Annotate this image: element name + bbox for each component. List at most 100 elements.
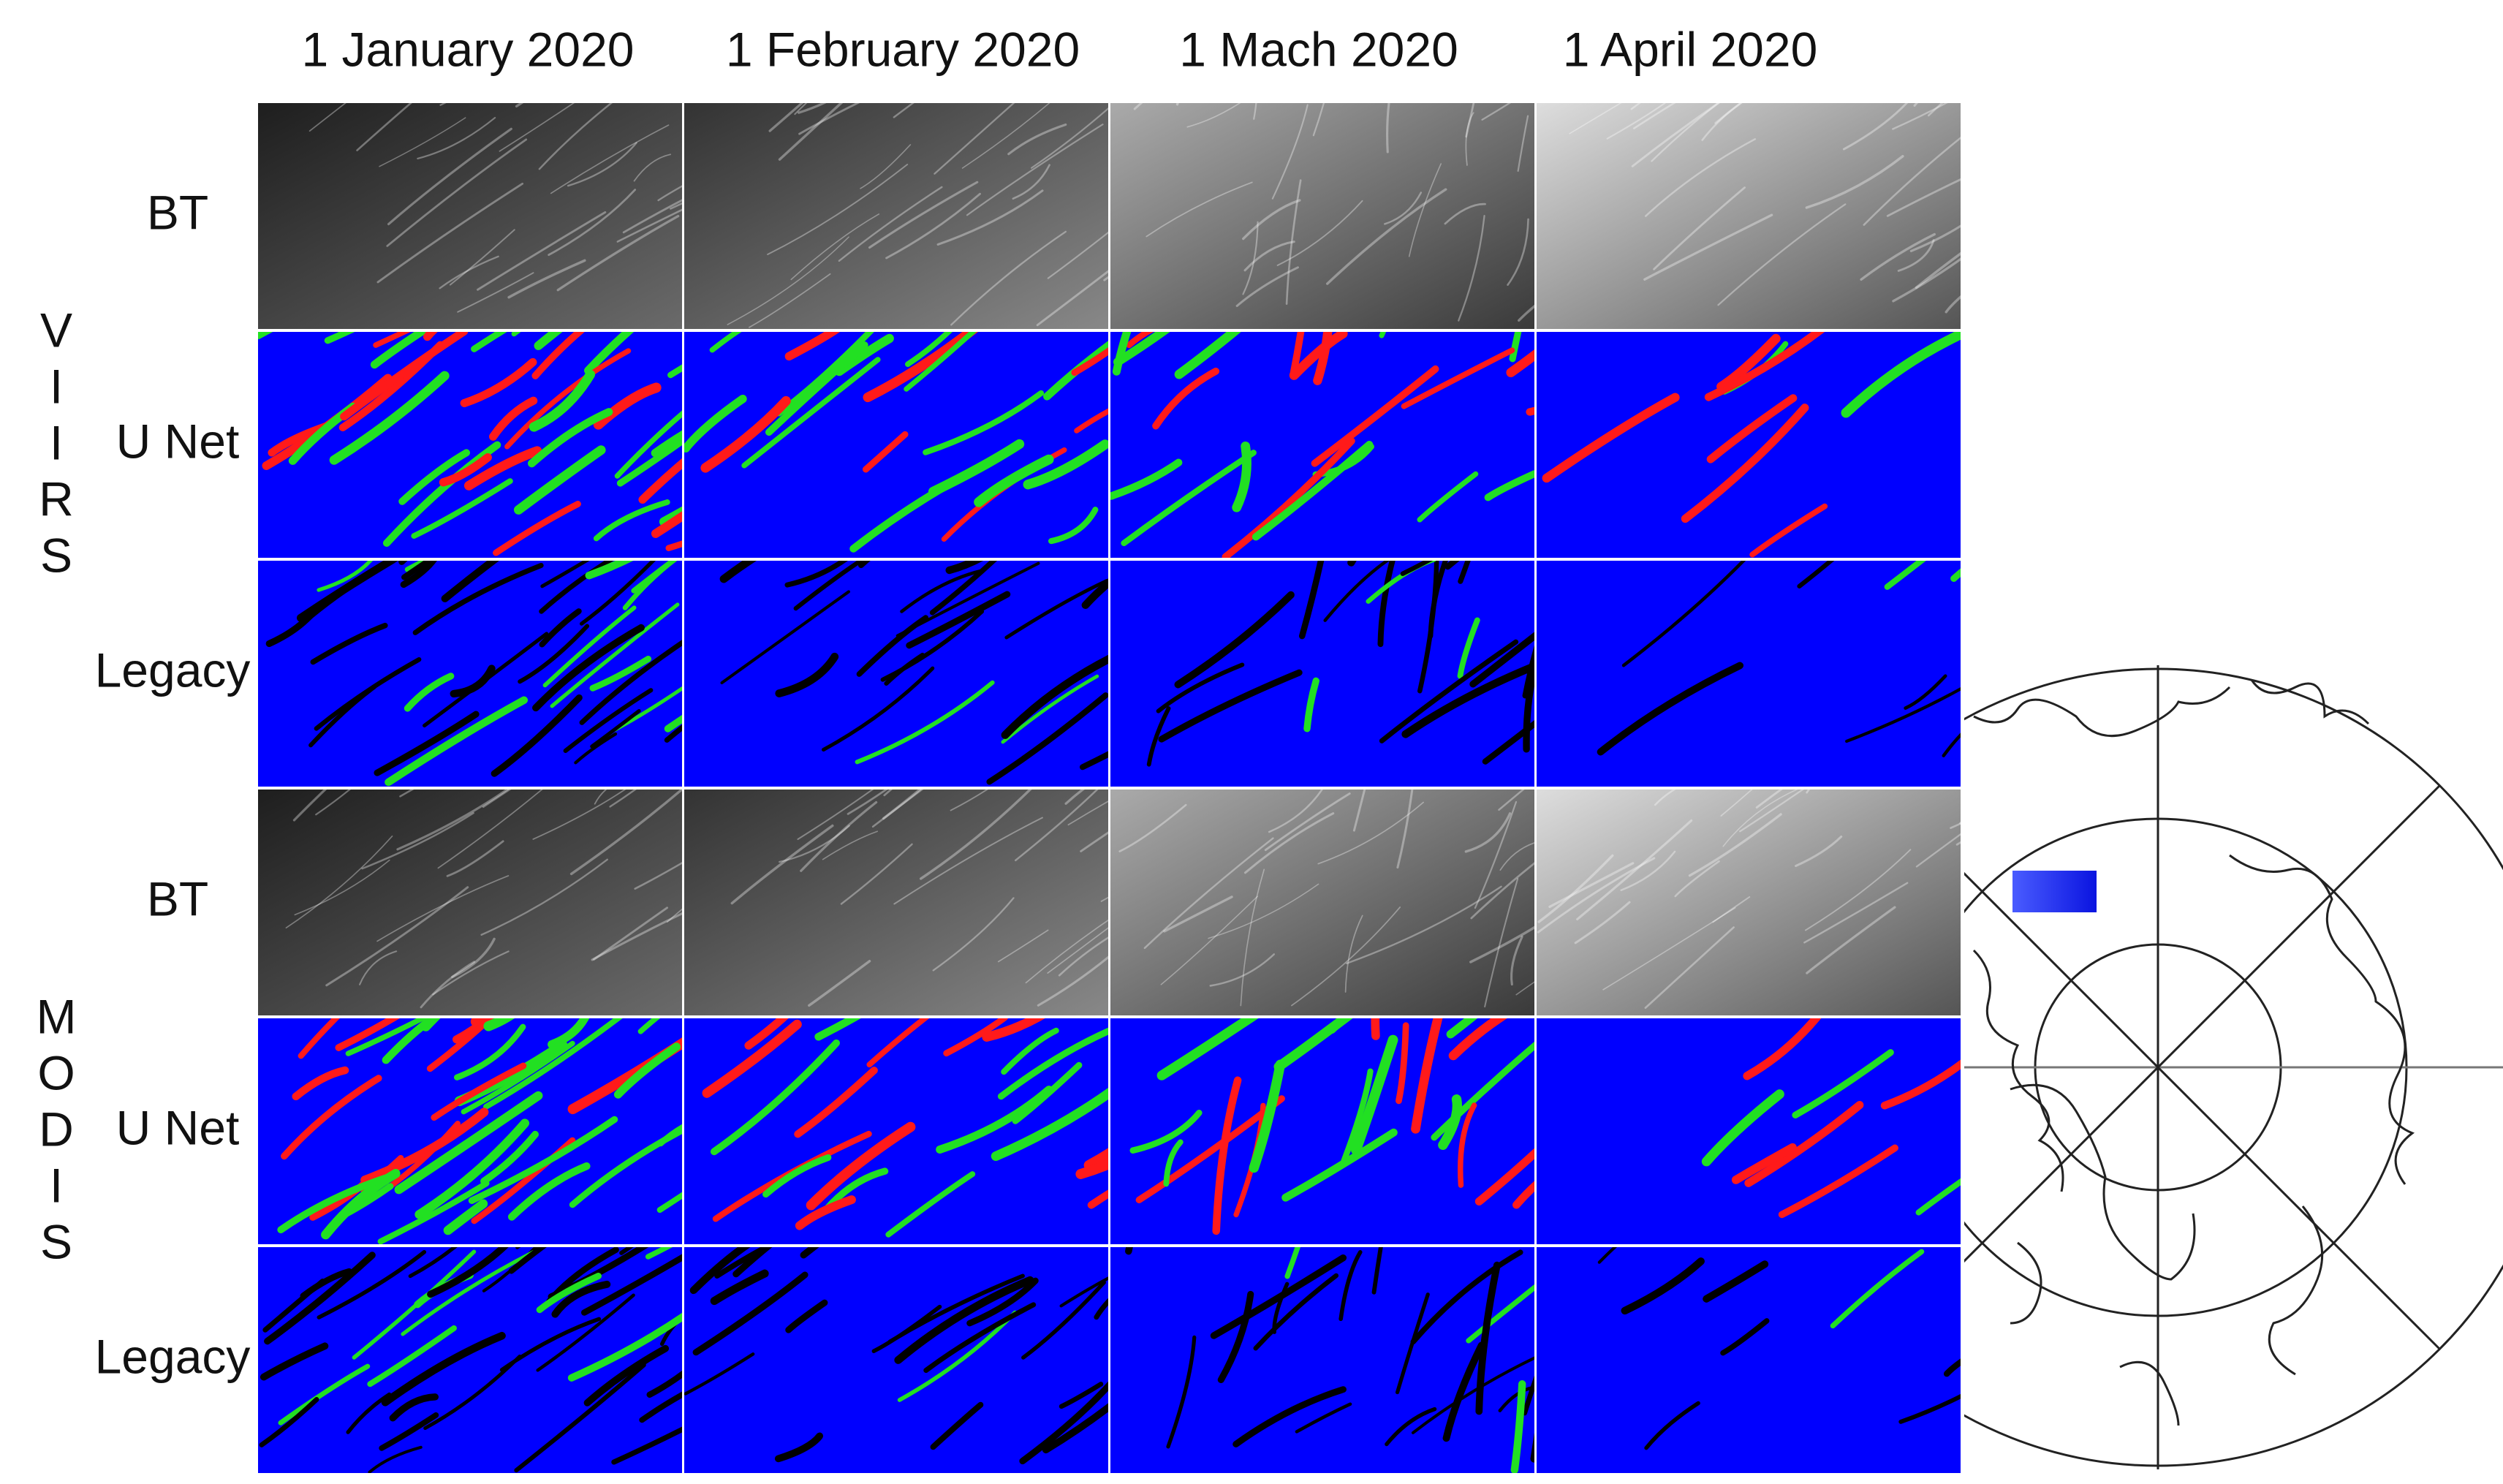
streak	[923, 390, 1045, 455]
streak	[556, 214, 680, 292]
streak	[514, 1363, 646, 1473]
streak	[1795, 835, 1843, 868]
streak	[446, 840, 504, 877]
streak	[569, 790, 682, 876]
streak	[1458, 1102, 1477, 1188]
streak	[1797, 561, 1835, 588]
streak	[389, 1393, 439, 1422]
streak	[1744, 1101, 1864, 1187]
streak	[1688, 813, 1782, 877]
streak	[528, 408, 613, 468]
streak	[1113, 332, 1170, 367]
streak	[292, 1066, 349, 1101]
streak	[1303, 677, 1319, 732]
streak	[396, 790, 510, 851]
streak	[1163, 896, 1233, 933]
image-panel	[684, 1018, 1108, 1244]
streak	[1644, 138, 1756, 217]
streak	[982, 1018, 1045, 1042]
streak	[534, 332, 563, 350]
streak	[594, 790, 607, 805]
streak	[1042, 1403, 1108, 1454]
streak	[581, 1254, 682, 1316]
streak	[611, 1426, 682, 1465]
streak	[477, 211, 607, 291]
streak	[1597, 1247, 1618, 1264]
streak	[1126, 332, 1154, 349]
streak	[310, 622, 388, 665]
streak	[1548, 862, 1635, 909]
streak	[856, 615, 929, 677]
streak	[1537, 854, 1614, 923]
streak	[454, 1023, 526, 1080]
streak	[404, 673, 455, 712]
streak	[1651, 103, 1720, 162]
sensor-letter: S	[40, 528, 72, 582]
streak	[352, 1249, 477, 1360]
row-label: U Net	[116, 414, 240, 468]
streak	[1058, 936, 1108, 977]
streak	[1156, 1018, 1259, 1080]
streak	[482, 790, 512, 809]
streak	[1264, 792, 1351, 852]
streak	[966, 1277, 1039, 1327]
streak	[1464, 812, 1512, 853]
streak	[657, 185, 682, 202]
streak	[1030, 107, 1108, 169]
streak	[1284, 1247, 1300, 1279]
streak	[1621, 561, 1746, 667]
streak	[906, 591, 1011, 649]
streak	[584, 332, 635, 375]
streak	[1701, 103, 1743, 141]
image-panel	[258, 1018, 682, 1244]
streak	[385, 696, 529, 787]
streak	[808, 960, 871, 1007]
streak	[1830, 1249, 1925, 1329]
streak	[1778, 1144, 1898, 1219]
streak	[1163, 1139, 1184, 1187]
streak	[1298, 561, 1325, 640]
streak	[1083, 1148, 1108, 1170]
streak	[1950, 568, 1961, 582]
streak	[1291, 906, 1401, 1007]
streak	[346, 1392, 392, 1434]
streak	[1755, 790, 1783, 809]
streak	[710, 1039, 841, 1156]
image-panel	[684, 790, 1108, 1015]
streak	[513, 445, 606, 515]
streak	[871, 790, 924, 828]
streak	[1880, 1059, 1961, 1110]
streak	[441, 561, 499, 602]
streak	[934, 103, 1015, 175]
streak	[904, 332, 977, 392]
streak	[1001, 1027, 1059, 1075]
streak	[1074, 408, 1108, 434]
streak	[1506, 349, 1534, 378]
streak	[563, 688, 654, 753]
streak	[950, 790, 988, 811]
streak	[1722, 790, 1798, 847]
streak	[798, 103, 860, 135]
streak	[1714, 103, 1743, 124]
streak	[1498, 790, 1525, 811]
streak	[480, 1130, 539, 1185]
bt-image	[1537, 103, 1961, 329]
streak	[431, 1062, 527, 1121]
sensor-letter: O	[37, 1045, 75, 1099]
streak	[359, 950, 398, 985]
streak	[1704, 332, 1825, 401]
streak	[784, 561, 848, 588]
bt-image	[1537, 790, 1961, 1015]
streak	[1341, 1068, 1374, 1165]
streak	[862, 431, 909, 473]
streak	[1512, 1181, 1534, 1209]
streak	[591, 912, 682, 961]
streak	[884, 652, 925, 686]
streak	[1281, 1128, 1398, 1202]
streak	[427, 1247, 509, 1298]
image-panel	[1110, 1018, 1534, 1244]
streak	[1438, 1094, 1462, 1151]
streak	[394, 1091, 543, 1195]
streak	[1007, 123, 1067, 156]
